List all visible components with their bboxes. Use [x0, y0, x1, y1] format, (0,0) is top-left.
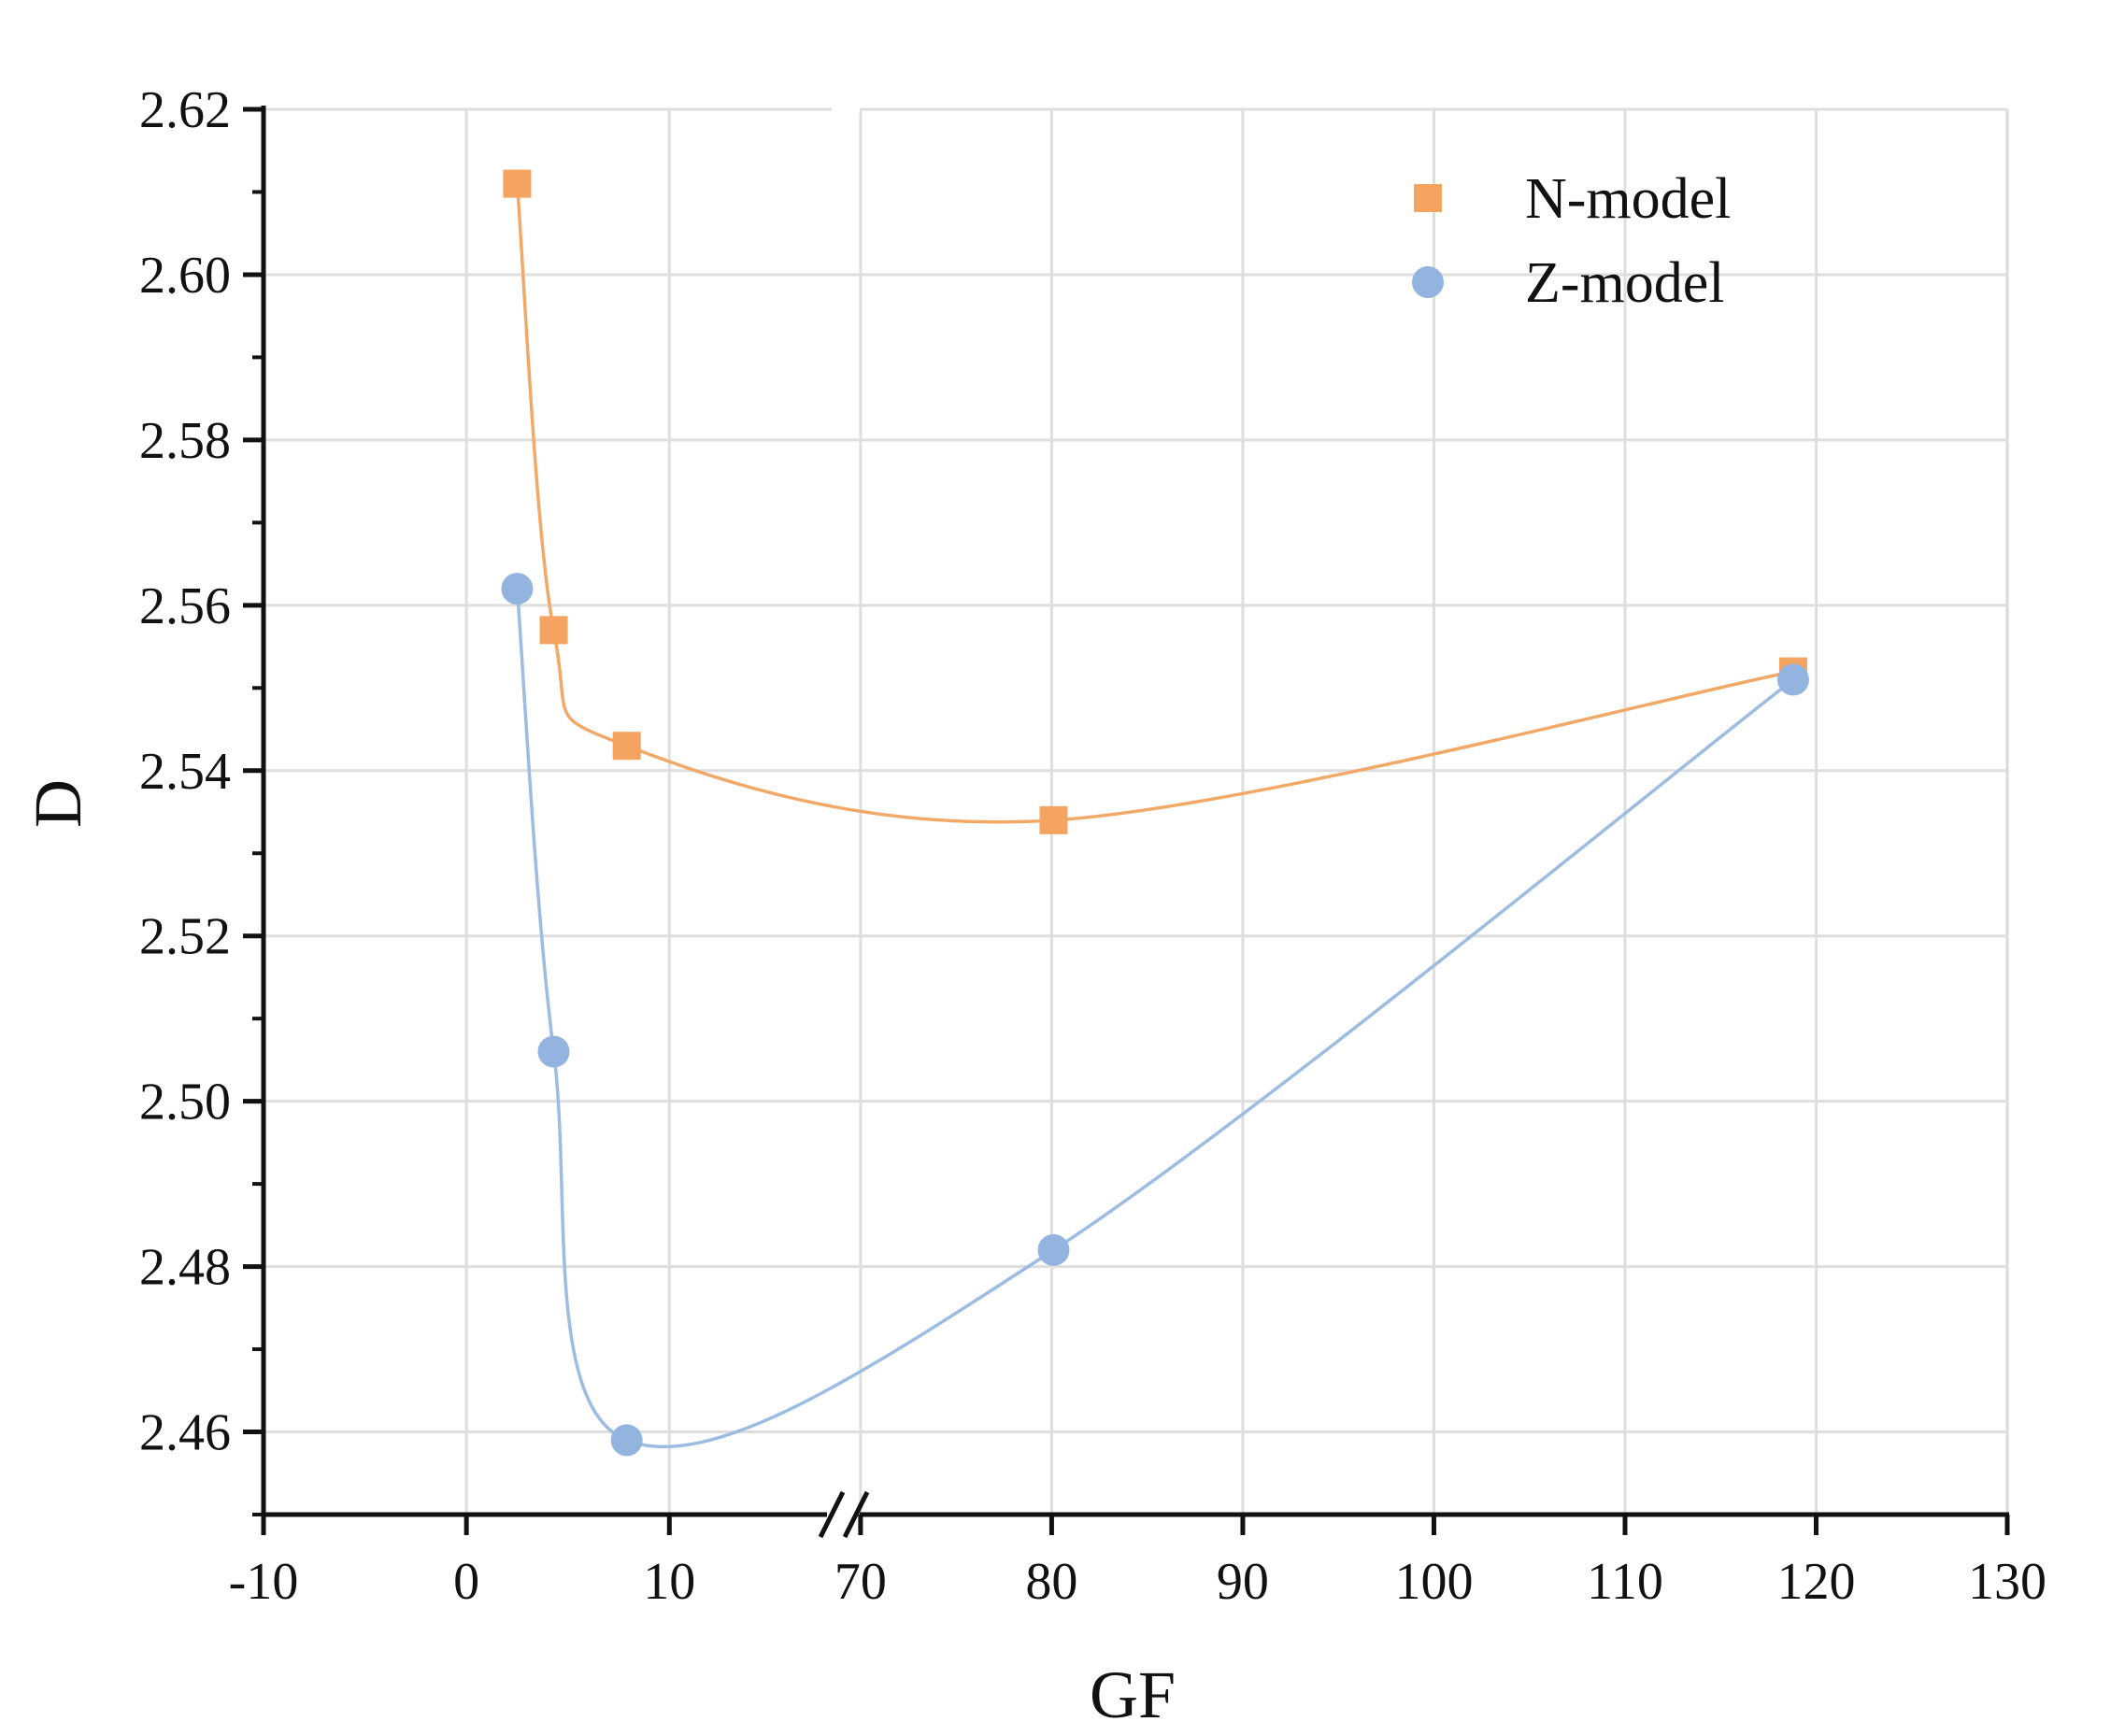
data-point-z-model [537, 1035, 570, 1068]
y-axis-title: D [21, 779, 95, 828]
data-point-z-model [1776, 663, 1809, 696]
y-tick-label: 2.50 [139, 1074, 231, 1131]
x-tick-label: 70 [834, 1553, 887, 1611]
x-tick-label: 100 [1394, 1553, 1473, 1611]
grid [264, 106, 2009, 1515]
y-tick-label: 2.62 [139, 81, 231, 139]
axes [243, 106, 2010, 1539]
y-tick-label: 2.56 [139, 577, 231, 635]
data-point-z-model [610, 1424, 643, 1457]
data-point-n-model [612, 732, 641, 761]
series-line-z-model [515, 588, 1795, 1449]
y-tick-label: 2.52 [139, 908, 231, 966]
legend-marker-n-model [1414, 184, 1442, 212]
legend-label-z-model: Z-model [1525, 251, 1725, 315]
axis-break-mark [818, 1490, 846, 1539]
y-tick-label: 2.46 [139, 1404, 231, 1462]
tick-labels: -10 0 10 70 80 90 100 110 120 130 2.46 2.48 2.50 2.52… [139, 81, 2047, 1611]
legend-marker-z-model [1412, 266, 1444, 298]
y-tick-label: 2.58 [139, 412, 231, 470]
legend: N-model Z-model [1412, 167, 1731, 315]
series-lines [515, 183, 1795, 1449]
legend-label-n-model: N-model [1525, 167, 1731, 231]
data-point-n-model [503, 169, 532, 198]
y-tick-label: 2.60 [139, 247, 231, 305]
data-point-z-model [501, 573, 534, 605]
axis-break-mark [842, 1490, 870, 1539]
y-tick-label: 2.54 [139, 743, 231, 801]
x-tick-label: 90 [1217, 1553, 1269, 1611]
frame-gap [832, 106, 860, 113]
x-tick-label: 130 [1968, 1553, 2047, 1611]
y-tick-label: 2.48 [139, 1239, 231, 1297]
x-tick-label: 80 [1025, 1553, 1077, 1611]
x-tick-label: 0 [453, 1553, 479, 1611]
series-line-n-model [515, 183, 1794, 824]
series-points [501, 169, 1809, 1457]
data-point-n-model [539, 616, 568, 645]
x-tick-label: 120 [1776, 1553, 1855, 1611]
data-point-n-model [1039, 805, 1068, 834]
x-tick-label: -10 [229, 1553, 299, 1611]
x-tick-label: 110 [1587, 1553, 1663, 1611]
data-point-z-model [1037, 1233, 1070, 1266]
x-axis-title: GF [1090, 1658, 1176, 1731]
x-tick-label: 10 [643, 1553, 695, 1611]
